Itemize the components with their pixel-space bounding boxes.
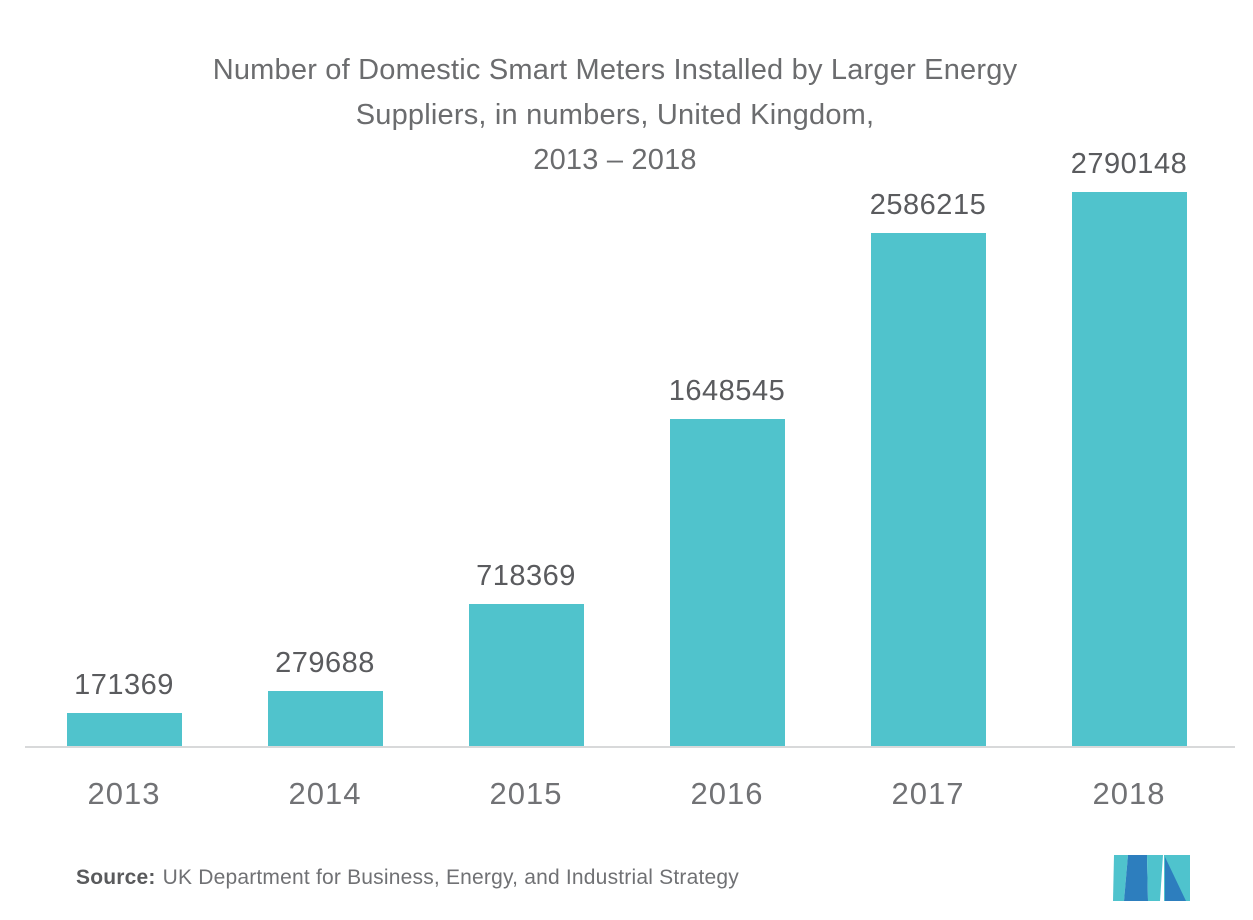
bar-2015 [468, 604, 584, 747]
bar-2013 [66, 713, 182, 747]
x-tick-2014: 2014 [288, 776, 362, 811]
x-tick-2013: 2013 [87, 776, 161, 811]
value-label-2016: 1648545 [668, 375, 786, 407]
logo-right-blue-triangle [1165, 857, 1186, 901]
source-text: UK Department for Business, Energy, and … [162, 866, 739, 889]
chart-title: Number of Domestic Smart Meters Installe… [212, 54, 1018, 176]
value-label-2014: 279688 [275, 647, 375, 679]
source-line: Source: UK Department for Business, Energ… [76, 866, 739, 890]
value-label-2017: 2586215 [869, 189, 987, 221]
x-tick-2017: 2017 [891, 776, 965, 811]
x-axis-line [25, 746, 1235, 748]
value-label-2015: 718369 [476, 560, 576, 592]
logo-left-blue-band [1124, 855, 1148, 901]
x-tick-2015: 2015 [489, 776, 563, 811]
bar-2017 [870, 233, 986, 747]
bar-2018 [1071, 192, 1187, 747]
brand-logo [1113, 855, 1190, 901]
logo-mid-teal-band [1147, 855, 1163, 901]
x-tick-2018: 2018 [1092, 776, 1166, 811]
value-label-2018: 2790148 [1070, 148, 1188, 180]
source-label: Source: [76, 866, 156, 889]
logo-left-teal-band [1113, 855, 1128, 901]
bar-2016 [669, 419, 785, 747]
bar-2014 [267, 691, 383, 747]
x-tick-2016: 2016 [690, 776, 764, 811]
value-label-2013: 171369 [74, 669, 174, 701]
